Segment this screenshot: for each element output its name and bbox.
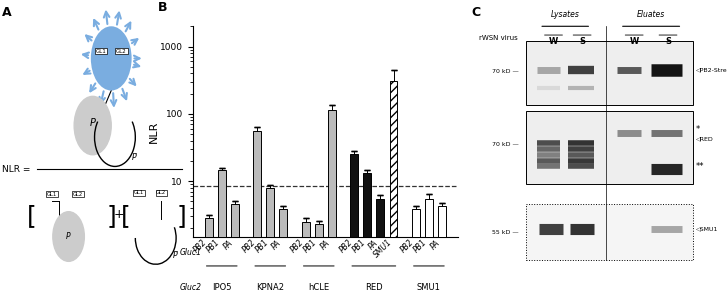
Bar (526, 111, 693, 184)
Text: A: A (2, 6, 12, 19)
Text: Gluc2: Gluc2 (180, 283, 202, 292)
Bar (231, 204, 238, 292)
Bar (412, 209, 419, 292)
Text: NLR =: NLR = (2, 165, 31, 174)
Text: Gluc1: Gluc1 (180, 248, 202, 257)
Text: S: S (579, 36, 585, 46)
Bar (425, 199, 433, 292)
Y-axis label: NLR: NLR (148, 120, 158, 142)
Text: 70 kD —: 70 kD — (491, 142, 518, 147)
Text: Eluates: Eluates (637, 10, 665, 19)
Text: ◁PB2-Strep: ◁PB2-Strep (695, 67, 727, 73)
Text: **: ** (695, 162, 704, 171)
Text: KPNA2: KPNA2 (257, 283, 284, 292)
Text: GL2: GL2 (73, 192, 83, 197)
Text: S: S (665, 36, 671, 46)
Text: GL2: GL2 (116, 48, 126, 54)
Bar (266, 187, 274, 292)
Bar (279, 209, 287, 292)
Text: 55 kD —: 55 kD — (491, 230, 518, 235)
Text: P': P' (173, 251, 180, 260)
Text: ◁RED: ◁RED (695, 136, 713, 141)
Text: Lysates: Lysates (551, 10, 579, 19)
Bar (526, 41, 693, 105)
Bar (364, 173, 371, 292)
Text: +: + (113, 208, 124, 221)
Text: GL1: GL1 (47, 192, 57, 197)
Bar (377, 199, 385, 292)
Text: SMU1: SMU1 (417, 283, 441, 292)
Text: RED: RED (365, 283, 382, 292)
Text: P: P (66, 232, 71, 241)
Text: B: B (158, 1, 168, 14)
Text: P: P (89, 118, 96, 128)
Text: P': P' (132, 153, 139, 162)
Bar (350, 154, 358, 292)
Text: hCLE: hCLE (308, 283, 329, 292)
Bar (302, 222, 310, 292)
Bar (390, 81, 398, 292)
Text: *: * (695, 126, 699, 134)
Text: W: W (630, 36, 639, 46)
Bar (315, 224, 323, 292)
Text: C: C (472, 6, 481, 19)
Text: [: [ (121, 204, 131, 228)
Bar (218, 170, 225, 292)
Text: GL1: GL1 (134, 190, 144, 195)
Text: ◁SMU1: ◁SMU1 (695, 227, 718, 232)
Text: ]: ] (106, 204, 116, 228)
Text: [: [ (27, 204, 36, 228)
Circle shape (91, 26, 132, 91)
Bar (205, 218, 212, 292)
Text: GL1: GL1 (96, 48, 106, 54)
Bar (328, 110, 336, 292)
Text: GL2: GL2 (156, 190, 166, 195)
Bar (526, 204, 693, 260)
Text: 70 kD —: 70 kD — (491, 69, 518, 74)
Circle shape (74, 96, 111, 155)
Text: ]: ] (177, 204, 187, 228)
Text: rWSN virus: rWSN virus (479, 35, 518, 41)
Circle shape (53, 212, 84, 261)
Text: W: W (549, 36, 558, 46)
Bar (253, 131, 261, 292)
Text: IPO5: IPO5 (212, 283, 231, 292)
Bar (438, 206, 446, 292)
